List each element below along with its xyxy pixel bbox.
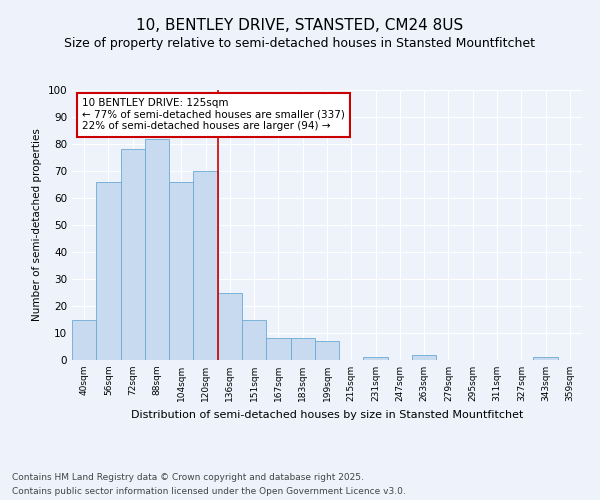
Bar — [290, 338, 315, 360]
Bar — [364, 358, 388, 360]
Text: Size of property relative to semi-detached houses in Stansted Mountfitchet: Size of property relative to semi-detach… — [65, 38, 536, 51]
Bar — [121, 150, 145, 360]
Text: 10 BENTLEY DRIVE: 125sqm
← 77% of semi-detached houses are smaller (337)
22% of : 10 BENTLEY DRIVE: 125sqm ← 77% of semi-d… — [82, 98, 345, 132]
Bar — [242, 320, 266, 360]
Bar — [169, 182, 193, 360]
Y-axis label: Number of semi-detached properties: Number of semi-detached properties — [32, 128, 42, 322]
Bar — [145, 138, 169, 360]
Bar — [266, 338, 290, 360]
Bar — [96, 182, 121, 360]
Text: Contains public sector information licensed under the Open Government Licence v3: Contains public sector information licen… — [12, 488, 406, 496]
X-axis label: Distribution of semi-detached houses by size in Stansted Mountfitchet: Distribution of semi-detached houses by … — [131, 410, 523, 420]
Bar — [412, 354, 436, 360]
Text: Contains HM Land Registry data © Crown copyright and database right 2025.: Contains HM Land Registry data © Crown c… — [12, 472, 364, 482]
Bar — [193, 171, 218, 360]
Bar — [72, 320, 96, 360]
Bar — [218, 292, 242, 360]
Bar — [533, 358, 558, 360]
Text: 10, BENTLEY DRIVE, STANSTED, CM24 8US: 10, BENTLEY DRIVE, STANSTED, CM24 8US — [136, 18, 464, 32]
Bar — [315, 341, 339, 360]
